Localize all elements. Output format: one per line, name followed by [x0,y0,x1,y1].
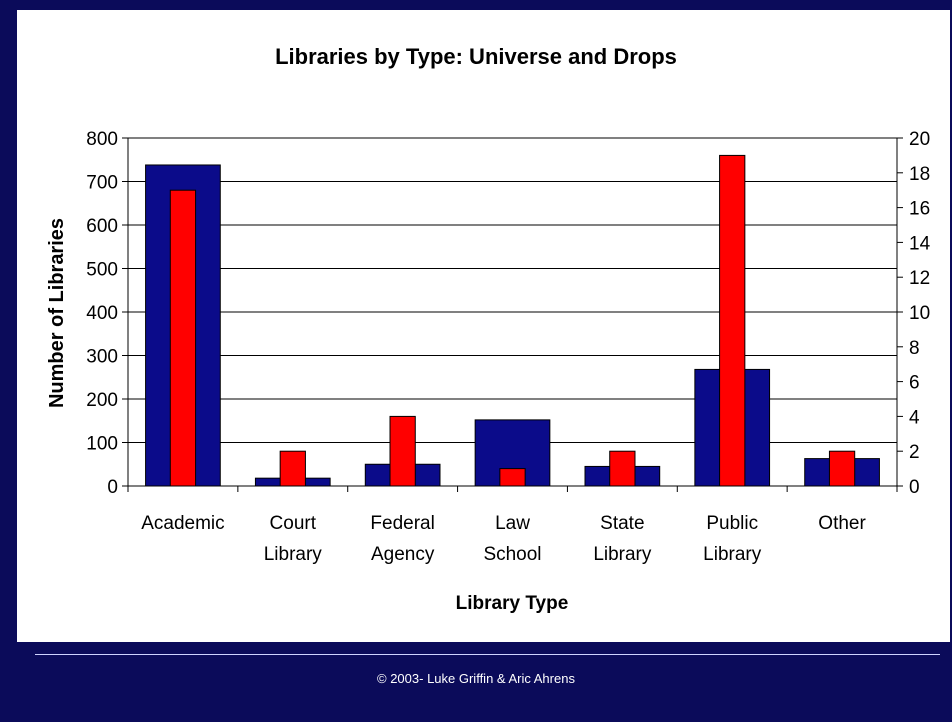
category-label-line: Agency [371,544,435,565]
left-tick-label: 600 [86,216,118,237]
category-label-line: Library [264,544,323,565]
left-tick-label: 100 [86,434,118,455]
category-label: Academic [141,513,224,534]
category-labels: Academic Court Library Federal Agency Law Scho… [141,513,866,565]
category-label: Federal Agency [370,513,434,565]
right-tick-label: 16 [909,199,930,220]
right-tick-label: 10 [909,303,930,324]
right-tick-label: 4 [909,407,920,428]
y-axis-title: Number of Libraries [46,218,68,408]
category-label-line: Academic [141,513,224,534]
drops-bar [828,450,856,487]
category-label-line: Other [818,513,866,534]
category-label: State Library [593,513,652,565]
drops-bars [169,154,856,487]
left-tick-label: 800 [86,129,118,150]
right-tick-label: 6 [909,373,920,394]
left-tick-label: 200 [86,390,118,411]
universe-bars [145,164,880,487]
right-tick-label: 14 [909,233,931,254]
footer-divider [35,654,940,655]
left-tick-label: 300 [86,347,118,368]
right-axis-ticks: 0 2 4 6 8 10 12 14 16 18 20 [897,129,931,498]
category-label-line: Public [706,513,758,534]
right-tick-label: 20 [909,129,930,150]
gridlines [128,137,897,443]
left-tick-label: 500 [86,260,118,281]
category-label-line: Court [270,513,317,534]
category-label: Public Library [703,513,762,565]
footer-copyright: © 2003- Luke Griffin & Aric Ahrens [377,671,575,686]
category-label: Law School [483,513,541,565]
left-axis-ticks: 0 100 200 300 400 500 600 700 800 [86,129,128,498]
right-tick-label: 0 [909,477,920,498]
category-label-line: State [600,513,644,534]
right-tick-label: 12 [909,268,930,289]
drops-bar [279,450,306,487]
category-label: Court Library [264,513,323,565]
chart-title: Libraries by Type: Universe and Drops [275,44,677,69]
right-tick-label: 8 [909,338,920,359]
left-tick-label: 400 [86,303,118,324]
left-tick-label: 700 [86,173,118,194]
x-axis-title: Library Type [456,593,569,614]
drops-bar [169,189,197,487]
right-tick-label: 2 [909,442,920,463]
category-label-line: Law [495,513,530,534]
category-label: Other [818,513,866,534]
drops-bar [389,415,416,487]
right-tick-label: 18 [909,164,930,185]
drops-bar [499,468,526,487]
category-label-line: Library [703,544,762,565]
category-label-line: School [483,544,541,565]
drops-bar [609,450,636,487]
drops-bar [719,154,746,487]
category-label-line: Library [593,544,652,565]
category-label-line: Federal [370,513,434,534]
left-tick-label: 0 [107,477,118,498]
